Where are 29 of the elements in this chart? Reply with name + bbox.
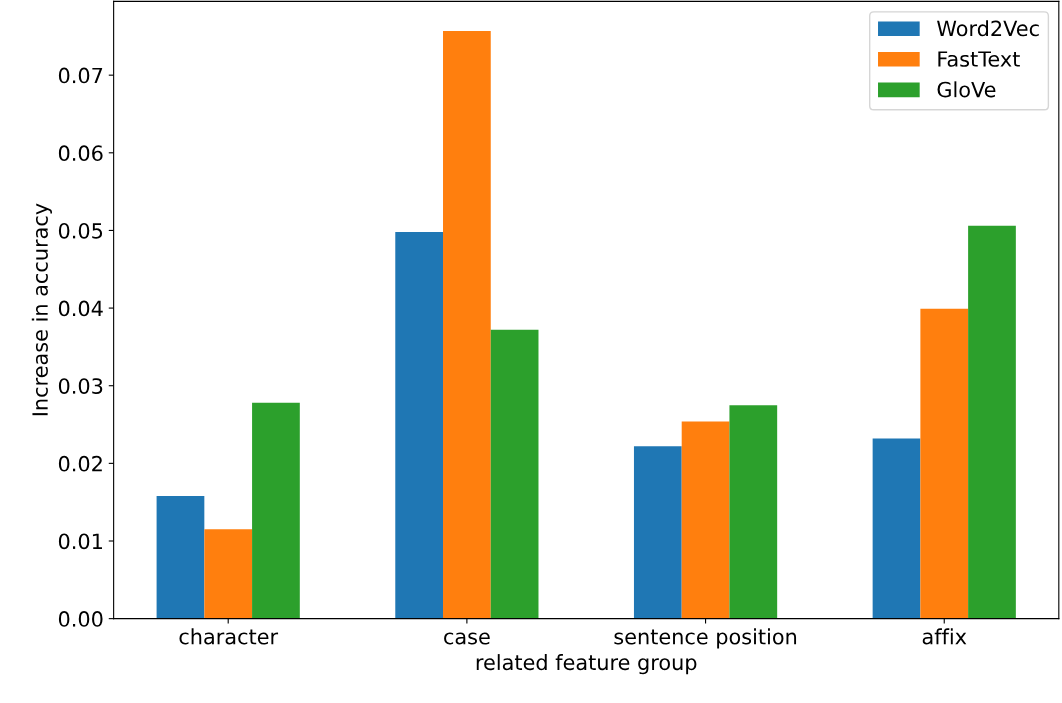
y-axis-title: Increase in accuracy [31, 203, 52, 416]
y-tick-label: 0.06 [58, 145, 103, 162]
y-tick-label: 0.07 [58, 67, 103, 84]
y-tick-label: 0.00 [58, 611, 103, 627]
bar [252, 402, 300, 619]
bar [729, 405, 778, 619]
y-tick-label: 0.05 [58, 222, 103, 239]
bar [156, 495, 205, 619]
bar [204, 529, 253, 619]
x-tick-label: sentence position [614, 628, 797, 649]
legend-label: FastText [938, 51, 1020, 67]
bar [443, 30, 491, 619]
x-tick-label: affix [922, 628, 967, 645]
x-axis-title: related feature group [476, 654, 697, 675]
y-tick-label: 0.02 [58, 455, 102, 472]
y-tick-label: 0.01 [58, 533, 102, 550]
bar [920, 308, 969, 619]
bar [490, 329, 539, 619]
bar [633, 446, 682, 619]
bar [395, 232, 444, 619]
legend-label: GloVe [937, 81, 996, 98]
y-tick-label: 0.04 [58, 300, 103, 317]
x-tick-label: character [179, 628, 279, 645]
bar [681, 421, 730, 619]
y-tick-label: 0.03 [58, 378, 103, 394]
bar [968, 225, 1016, 619]
x-tick-label: case [444, 632, 490, 645]
legend-label: Word2Vec [937, 20, 1039, 37]
bar [872, 438, 921, 619]
